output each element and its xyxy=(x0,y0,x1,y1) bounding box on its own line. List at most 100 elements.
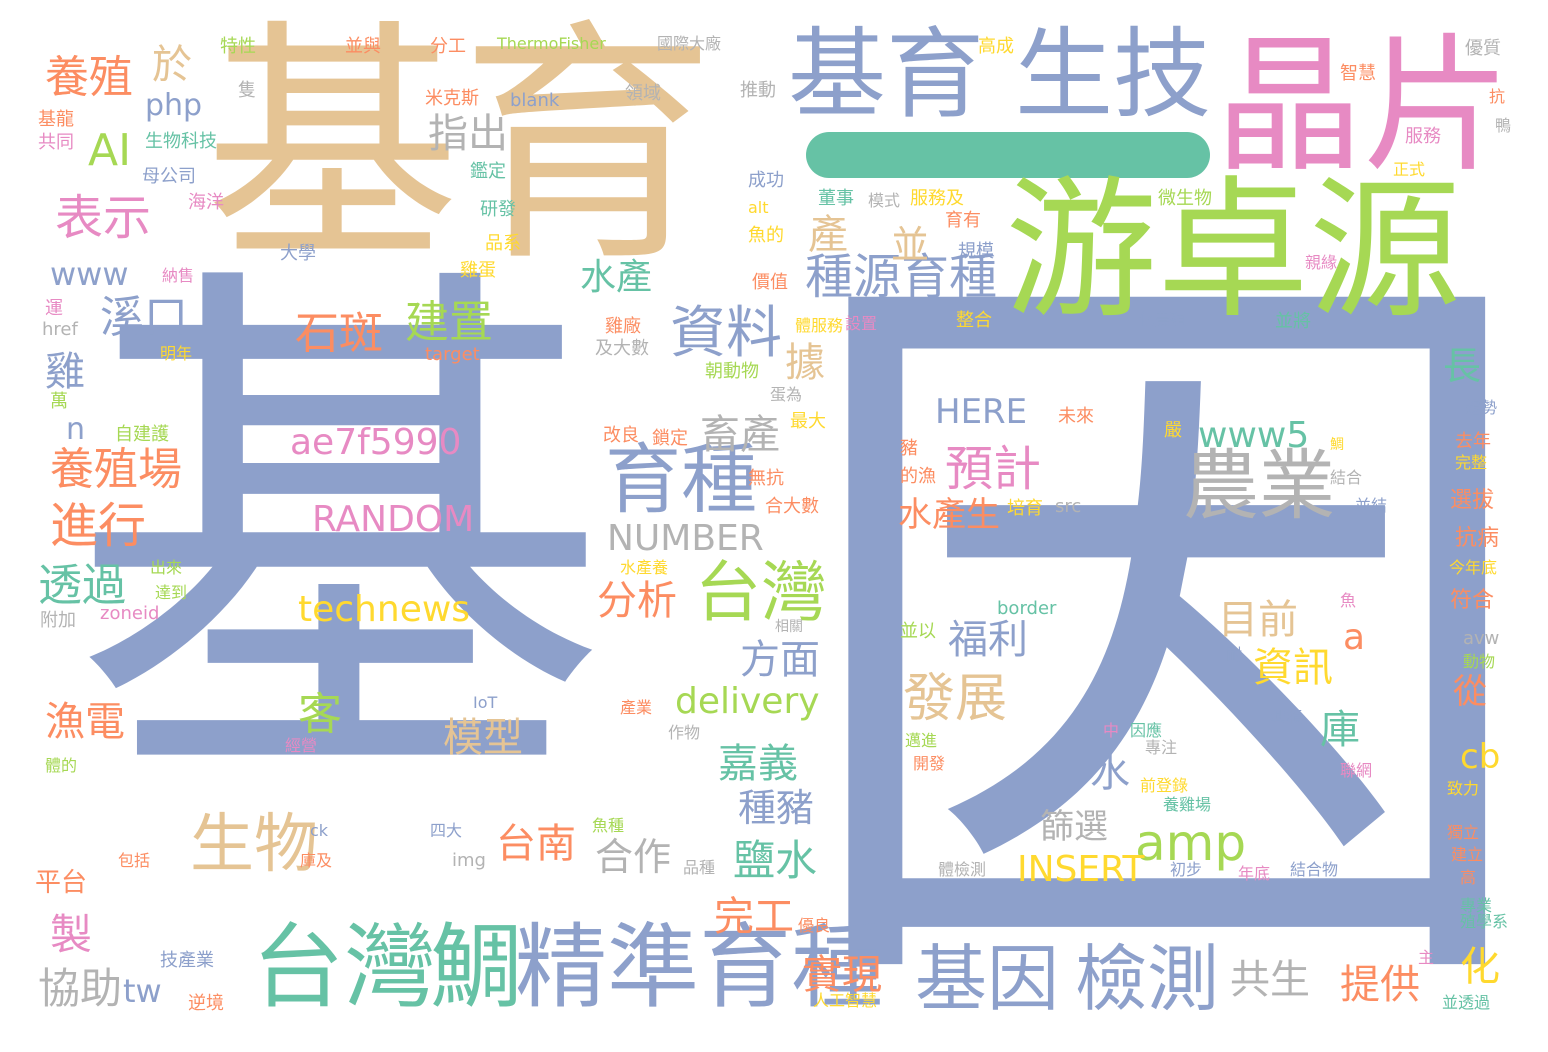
cloud-word: 去年 xyxy=(1455,431,1491,452)
cloud-word: www xyxy=(50,255,129,293)
cloud-word: 相關 xyxy=(775,619,803,635)
cloud-word: 共生 xyxy=(1230,957,1310,1003)
cloud-word: 明年 xyxy=(160,344,193,363)
cloud-word: 技產業 xyxy=(160,950,214,971)
cloud-word: AI xyxy=(88,125,132,176)
cloud-word: 前登錄 xyxy=(1140,776,1189,795)
cloud-word: 完整 xyxy=(1455,453,1488,472)
cloud-word: 專注 xyxy=(1145,738,1178,757)
cloud-word: 微生物 xyxy=(1158,188,1212,209)
cloud-word: 國際大廠 xyxy=(657,34,722,53)
cloud-word: 石斑 xyxy=(295,308,383,359)
cloud-word: href xyxy=(42,319,78,340)
cloud-word: 魚的 xyxy=(748,225,784,246)
cloud-word: 基育 xyxy=(205,0,716,296)
cloud-word: amp xyxy=(1135,814,1247,872)
cloud-word: 體的 xyxy=(45,756,78,775)
cloud-word: 分析 xyxy=(597,578,677,624)
cloud-word: 規模 xyxy=(958,241,994,262)
cloud-word: 生物 xyxy=(190,808,318,882)
cloud-word: 畜產 xyxy=(700,412,780,458)
cloud-word: ThermoFisher xyxy=(497,34,606,53)
cloud-word: 雞廠 xyxy=(605,316,641,337)
cloud-word: 並結 xyxy=(1355,496,1388,515)
cloud-word: 育種 xyxy=(605,435,757,524)
cloud-word: 檢測 xyxy=(1075,937,1220,1021)
cloud-word: 方面 xyxy=(740,637,820,683)
cloud-word: 鹽水 xyxy=(733,836,818,885)
cloud-word: 整合 xyxy=(956,310,992,331)
cloud-word: 台灣 xyxy=(695,554,827,631)
cloud-word: alt xyxy=(748,198,769,217)
cloud-word: 服務及 xyxy=(910,188,964,209)
cloud-word: 特性 xyxy=(220,36,256,57)
cloud-word: 正式 xyxy=(1393,160,1426,179)
cloud-word: 建置 xyxy=(405,297,493,348)
cloud-word: 動物 xyxy=(1463,652,1496,671)
cloud-word: 優良 xyxy=(798,916,831,935)
cloud-word: 模式 xyxy=(868,191,901,210)
cloud-word: 魚 xyxy=(1340,591,1357,610)
cloud-word: 溪口 xyxy=(100,292,188,343)
cloud-word: 獨立 xyxy=(1447,823,1480,842)
cloud-word: 達到 xyxy=(155,583,188,602)
cloud-word: 成功 xyxy=(748,170,784,191)
cloud-word: NUMBER xyxy=(607,518,764,559)
cloud-word: target xyxy=(425,344,480,365)
cloud-word: 四大 xyxy=(430,821,463,840)
cloud-word: 基龍 xyxy=(38,109,74,130)
cloud-word: 體服務 xyxy=(795,316,844,335)
cloud-word: 實現 xyxy=(802,952,882,998)
cloud-word: 發展 xyxy=(903,669,1008,729)
cloud-word: 中 xyxy=(1103,721,1120,740)
cloud-word: 化 xyxy=(1460,944,1500,990)
cloud-word: 豬 xyxy=(900,438,918,459)
cloud-word: 進行 xyxy=(50,498,147,554)
cloud-word: 並透過 xyxy=(1442,993,1491,1012)
cloud-word: 指出 xyxy=(428,111,508,157)
cloud-word: 雞 xyxy=(45,349,85,395)
cloud-word: php xyxy=(145,88,203,123)
cloud-word: 游卓源 xyxy=(1005,162,1461,339)
cloud-word: 初步 xyxy=(1170,860,1203,879)
cloud-word: 篩選 xyxy=(1040,807,1108,847)
cloud-word: 智慧 xyxy=(1340,63,1376,84)
cloud-word: 最大 xyxy=(790,411,826,432)
cloud-word: 水產養 xyxy=(620,558,669,577)
cloud-word: 資訊 xyxy=(1253,645,1333,691)
cloud-word: 製 xyxy=(50,910,93,959)
cloud-word: 品系 xyxy=(485,233,521,254)
cloud-word: 聯網 xyxy=(1340,761,1373,780)
cloud-word: 合大數 xyxy=(765,496,819,517)
cloud-word: 產業 xyxy=(620,698,653,717)
cloud-word: 化農殖 xyxy=(1138,310,1187,329)
cloud-word: a xyxy=(1343,617,1366,658)
cloud-word: 價值 xyxy=(752,272,788,293)
cloud-word: 隻 xyxy=(238,80,256,101)
cloud-word: 基育 xyxy=(788,18,985,132)
cloud-word: 庫及 xyxy=(300,851,333,870)
cloud-word: 結合物 xyxy=(1290,860,1339,879)
cloud-word: 魚種 xyxy=(592,816,625,835)
cloud-word: www5 xyxy=(1198,415,1310,456)
cloud-word: 服務 xyxy=(1405,126,1441,147)
cloud-word: RANDOM xyxy=(312,499,475,540)
cloud-word: 出來 xyxy=(150,558,183,577)
cloud-word: 漁電 xyxy=(45,699,125,745)
cloud-word: zoneid xyxy=(100,603,160,624)
cloud-word: 品種 xyxy=(683,858,716,877)
cloud-word: 作物 xyxy=(668,723,701,742)
cloud-word: 養殖 xyxy=(45,52,133,103)
cloud-word: n xyxy=(66,412,86,447)
cloud-word: 共同 xyxy=(38,132,74,153)
cloud-word: 運 xyxy=(45,298,63,319)
cloud-word: 人工智慧 xyxy=(813,991,878,1010)
cloud-word: 殖學系 xyxy=(1460,912,1509,931)
cloud-word: 於 xyxy=(152,42,192,88)
cloud-word: 設置 xyxy=(845,314,878,333)
cloud-word: 種源育種 xyxy=(805,249,998,305)
cloud-word: 符合 xyxy=(1450,588,1495,613)
cloud-word: 福利 xyxy=(948,617,1028,663)
cloud-word: 養殖場 xyxy=(50,444,182,495)
